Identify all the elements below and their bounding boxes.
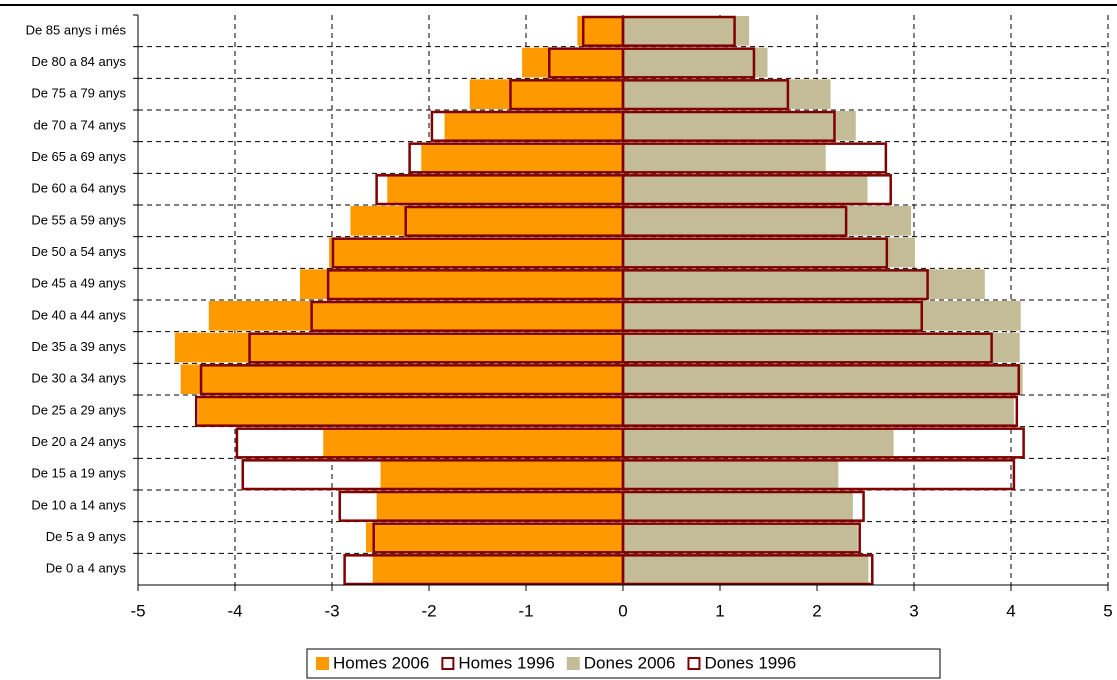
bar	[623, 206, 912, 236]
x-tick-label: 0	[618, 601, 627, 620]
y-tick-label: De 5 a 9 anys	[46, 529, 127, 544]
bar	[623, 269, 985, 299]
bar	[623, 396, 1014, 426]
bar-outline	[621, 110, 836, 142]
legend-label: Dones 1996	[704, 653, 796, 672]
bar-outline	[621, 237, 889, 269]
bar	[623, 142, 826, 173]
bar	[299, 269, 623, 299]
bar	[174, 332, 624, 363]
x-tick-label: -3	[324, 601, 339, 620]
bar	[469, 79, 623, 109]
bar-outline	[621, 554, 874, 586]
bar	[623, 47, 768, 78]
y-tick-label: De 15 a 19 anys	[31, 466, 126, 481]
bar	[623, 111, 856, 141]
bar	[623, 427, 894, 458]
y-tick-label: de 70 a 74 anys	[33, 117, 126, 132]
x-tick-label: 2	[812, 601, 821, 620]
bar	[180, 364, 623, 394]
bar-outline	[621, 15, 736, 47]
bar	[323, 427, 623, 458]
bar-outline	[621, 269, 929, 301]
legend-swatch	[316, 657, 329, 670]
x-tick-label: -5	[130, 601, 145, 620]
bar-outline	[621, 364, 1021, 396]
bar	[623, 79, 831, 109]
y-tick-label: De 65 a 69 anys	[31, 149, 126, 164]
x-tick-label: 1	[715, 601, 724, 620]
bar	[444, 111, 623, 141]
bar-outline	[621, 300, 924, 332]
bar-outline	[621, 427, 1025, 459]
legend-swatch	[566, 657, 580, 670]
bar	[380, 459, 623, 489]
bar	[623, 522, 858, 553]
legend-label: Homes 2006	[333, 653, 429, 672]
bar	[623, 174, 868, 204]
bar	[623, 491, 853, 521]
y-tick-label: De 60 a 64 anys	[31, 181, 126, 196]
bar	[522, 47, 623, 78]
bar	[577, 16, 623, 46]
legend-box	[306, 648, 941, 679]
bar-outline	[621, 332, 993, 364]
bar-outline	[621, 395, 1019, 427]
bar	[365, 522, 623, 553]
y-tick-label: De 0 a 4 anys	[46, 561, 127, 576]
y-tick-label: De 85 anys i més	[26, 22, 127, 37]
y-tick-label: De 45 a 49 anys	[31, 276, 126, 291]
bar	[623, 554, 869, 584]
bar-outline	[621, 47, 756, 79]
legend-label: Dones 2006	[584, 653, 676, 672]
bar	[623, 459, 839, 489]
bar	[623, 16, 750, 46]
y-tick-label: De 80 a 84 anys	[31, 54, 126, 69]
bar-outline	[621, 459, 1016, 491]
bar	[372, 554, 623, 584]
bar	[421, 142, 623, 173]
bar	[387, 174, 623, 204]
y-tick-label: De 55 a 59 anys	[31, 212, 126, 227]
x-tick-label: 3	[909, 601, 918, 620]
y-tick-label: De 20 a 24 anys	[31, 434, 126, 449]
bar-outline	[621, 142, 888, 174]
bar-outline	[621, 205, 848, 237]
bar-outline	[621, 174, 892, 206]
y-tick-label: De 35 a 39 anys	[31, 339, 126, 354]
legend-swatch	[687, 657, 701, 670]
bar-outline	[621, 79, 790, 111]
y-tick-label: De 25 a 29 anys	[31, 402, 126, 417]
bar-outline	[621, 490, 865, 522]
x-tick-label: -1	[518, 601, 533, 620]
y-tick-label: De 75 a 79 anys	[31, 86, 126, 101]
bar	[623, 301, 1021, 331]
bar	[623, 237, 915, 268]
bar	[208, 301, 623, 331]
bar	[623, 364, 1023, 394]
bar-outline	[621, 522, 861, 554]
x-tick-label: 4	[1006, 601, 1015, 620]
y-tick-label: De 50 a 54 anys	[31, 244, 126, 259]
x-tick-label: 5	[1103, 601, 1112, 620]
legend-label: Homes 1996	[458, 653, 554, 672]
y-tick-label: De 30 a 34 anys	[31, 371, 126, 386]
legend-swatch	[441, 657, 455, 670]
bar	[376, 491, 623, 521]
y-tick-label: De 10 a 14 anys	[31, 497, 126, 512]
bar	[329, 237, 623, 268]
x-tick-label: -4	[227, 601, 242, 620]
bar	[623, 332, 1020, 363]
bar	[350, 206, 623, 236]
y-tick-label: De 40 a 44 anys	[31, 307, 126, 322]
x-tick-label: -2	[421, 601, 436, 620]
bar	[198, 396, 623, 426]
